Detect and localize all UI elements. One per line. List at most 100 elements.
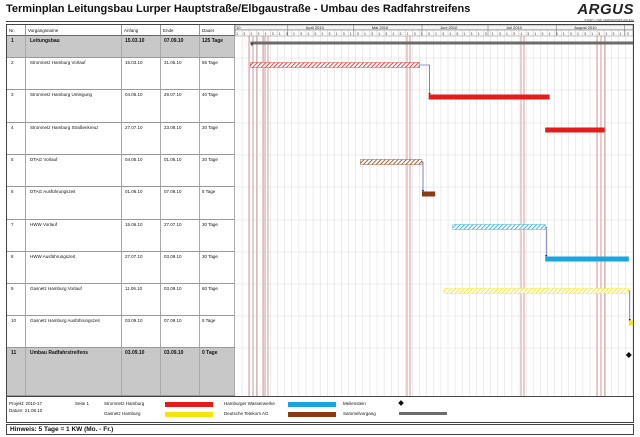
task-row[interactable]: 6 DTAG Ausführungszeit 01.06.10 07.06.10 5 T… (7, 187, 235, 220)
task-name-cell: Gasnetz Hamburg Vorlauf (26, 284, 122, 315)
week-label: 1 (421, 32, 423, 36)
legend-label-gasnetz: Gasnetz Hamburg (104, 411, 141, 416)
column-header-nr: Nr. (7, 25, 26, 36)
summary-row[interactable]: 1 Leitungsbau 15.03.10 07.09.10 125 Tage (7, 36, 235, 58)
task-name-cell: DTAG Ausführungszeit (26, 187, 122, 219)
gantt-chart: 10 April 2010 Mai 2010 Juni 2010 Juli 2010 Au… (235, 25, 633, 396)
week-label: 1 (577, 32, 579, 36)
task-end-cell: 07.09.10 (161, 36, 200, 57)
week-label: 3 (300, 32, 302, 36)
week-label: 3 (385, 32, 387, 36)
task-duration-cell: 20 Tage (200, 155, 235, 186)
task-bar (443, 288, 630, 294)
task-name-cell: Gasnetz Hamburg Ausführungszeit (26, 316, 122, 347)
week-label: 1 (378, 32, 380, 36)
title-divider (6, 21, 634, 22)
task-start-cell: 27.07.10 (122, 123, 161, 154)
task-name-cell: Umbau Radfahrstreifens (26, 348, 122, 395)
dependency-arrowhead (628, 319, 632, 321)
week-label: 1 (520, 32, 522, 36)
task-row[interactable]: 2 Stromnetz Hamburg Vorlauf 15.03.10 31.05.… (7, 58, 235, 90)
week-label: 1 (392, 32, 394, 36)
week-label: 1 (591, 32, 593, 36)
task-nr-cell: 11 (7, 348, 26, 395)
dependency-arrow (628, 290, 631, 320)
week-label: 1 (620, 32, 622, 36)
task-bar (545, 256, 629, 262)
task-nr-cell: 7 (7, 220, 26, 251)
task-end-cell: 07.06.10 (161, 187, 200, 219)
task-row[interactable]: 3 Stromnetz Hamburg Umlegung 04.06.10 29.07… (7, 90, 235, 123)
task-nr-cell: 1 (7, 36, 26, 57)
task-row[interactable]: 4 Stromnetz Hamburg Straßenkreuz 27.07.10 2… (7, 123, 235, 155)
task-duration-cell: 5 Tage (200, 187, 235, 219)
summary-row[interactable]: 11 Umbau Radfahrstreifens 03.09.10 03.09.10… (7, 348, 235, 396)
task-row[interactable]: 8 HWW Ausführungszeit 27.07.10 03.09.10 30 T… (7, 252, 235, 284)
dependency-arrowhead (428, 93, 431, 95)
week-label: 1 (350, 32, 352, 36)
week-label: 3 (329, 32, 331, 36)
task-nr-cell: 6 (7, 187, 26, 219)
column-header-name: Vorgangsname (26, 25, 122, 36)
week-label: 1 (534, 32, 536, 36)
week-label: 3 (357, 32, 359, 36)
dependency-arrow (419, 64, 430, 94)
week-label: 1 (407, 32, 409, 36)
task-duration-cell: 5 Tage (200, 316, 235, 347)
task-name-cell: HWW Ausführungszeit (26, 252, 122, 283)
week-label: 3 (414, 32, 416, 36)
week-label: 3 (286, 32, 288, 36)
week-label: 1 (236, 32, 238, 36)
task-bar (360, 159, 423, 165)
week-label: 3 (456, 32, 458, 36)
week-label: 3 (613, 32, 615, 36)
task-end-cell: 29.07.10 (161, 90, 200, 122)
summary-bar-start-cap (250, 43, 254, 47)
task-duration-cell: 40 Tage (200, 90, 235, 122)
date-label: Datum: 21.08.10 (9, 408, 43, 413)
task-row[interactable]: 5 DTAG Vorlauf 04.05.10 01.06.10 20 Tage (7, 155, 235, 187)
task-row[interactable]: 10 Gasnetz Hamburg Ausführungszeit 03.09.1… (7, 316, 235, 348)
week-label: 3 (243, 32, 245, 36)
week-label: 3 (400, 32, 402, 36)
week-label: 1 (293, 32, 295, 36)
task-end-cell: 01.06.10 (161, 155, 200, 186)
task-end-cell: 03.09.10 (161, 284, 200, 315)
week-label: 1 (463, 32, 465, 36)
task-start-cell: 27.07.10 (122, 252, 161, 283)
task-bar (428, 94, 550, 100)
milestone-marker (625, 352, 632, 358)
task-bar (628, 320, 633, 326)
task-end-cell: 03.09.10 (161, 348, 200, 395)
legend-panel: Projekt: 2010-17 Datum: 21.08.10 Seite 1… (6, 397, 634, 423)
task-bar (452, 224, 546, 230)
month-label: Juli 2010 (506, 25, 523, 30)
week-label: 3 (314, 32, 316, 36)
column-header-duration: Dauer (200, 25, 235, 36)
week-label: 3 (272, 32, 274, 36)
task-end-cell: 23.08.10 (161, 123, 200, 154)
legend-swatch-dtag (288, 412, 336, 417)
task-bar (422, 191, 436, 197)
week-label: 3 (371, 32, 373, 36)
task-nr-cell: 10 (7, 316, 26, 347)
task-name-cell: Stromnetz Hamburg Straßenkreuz (26, 123, 122, 154)
task-row[interactable]: 9 Gasnetz Hamburg Vorlauf 11.06.10 03.09.10… (7, 284, 235, 316)
task-duration-cell: 60 Tage (200, 284, 235, 315)
task-start-cell: 01.06.10 (122, 187, 161, 219)
task-row[interactable]: 7 HWW Vorlauf 15.06.10 27.07.10 30 Tage (7, 220, 235, 252)
week-label: 3 (471, 32, 473, 36)
legend-label-stromnetz: Stromnetz Hamburg (104, 401, 145, 406)
week-label: 1 (492, 32, 494, 36)
task-duration-cell: 0 Tage (200, 348, 235, 395)
column-header-start: Anfang (122, 25, 161, 36)
week-label: 1 (364, 32, 366, 36)
task-start-cell: 15.06.10 (122, 220, 161, 251)
gantt-sheet: Nr. Vorgangsname Anfang Ende Dauer 1 Leit… (6, 24, 634, 397)
task-name-cell: Stromnetz Hamburg Vorlauf (26, 58, 122, 89)
legend-swatch-gasnetz (165, 412, 213, 417)
legend-label-hww: Hamburger Wasserwerke (224, 401, 275, 406)
task-duration-cell: 20 Tage (200, 123, 235, 154)
task-start-cell: 15.03.10 (122, 58, 161, 89)
page-title: Terminplan Leitungsbau Lurper Hauptstraß… (6, 3, 471, 15)
